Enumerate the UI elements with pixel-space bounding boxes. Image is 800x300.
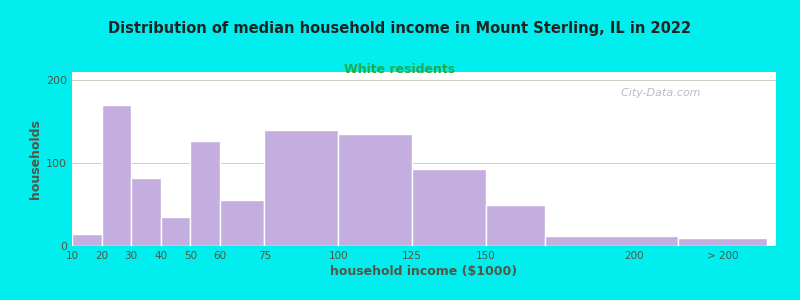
Bar bbox=[190, 141, 220, 246]
Text: Distribution of median household income in Mount Sterling, IL in 2022: Distribution of median household income … bbox=[109, 21, 691, 36]
Bar bbox=[678, 238, 767, 246]
Bar bbox=[412, 169, 486, 246]
Bar bbox=[264, 130, 338, 246]
X-axis label: household income ($1000): household income ($1000) bbox=[330, 265, 518, 278]
Text: City-Data.com: City-Data.com bbox=[614, 88, 701, 98]
Bar bbox=[102, 105, 131, 246]
Bar bbox=[486, 205, 546, 246]
Bar bbox=[338, 134, 412, 246]
Bar bbox=[220, 200, 264, 246]
Bar bbox=[161, 217, 190, 246]
Y-axis label: households: households bbox=[29, 119, 42, 199]
Bar bbox=[131, 178, 161, 246]
Bar bbox=[72, 234, 102, 246]
Bar bbox=[546, 236, 678, 246]
Text: White residents: White residents bbox=[345, 63, 455, 76]
